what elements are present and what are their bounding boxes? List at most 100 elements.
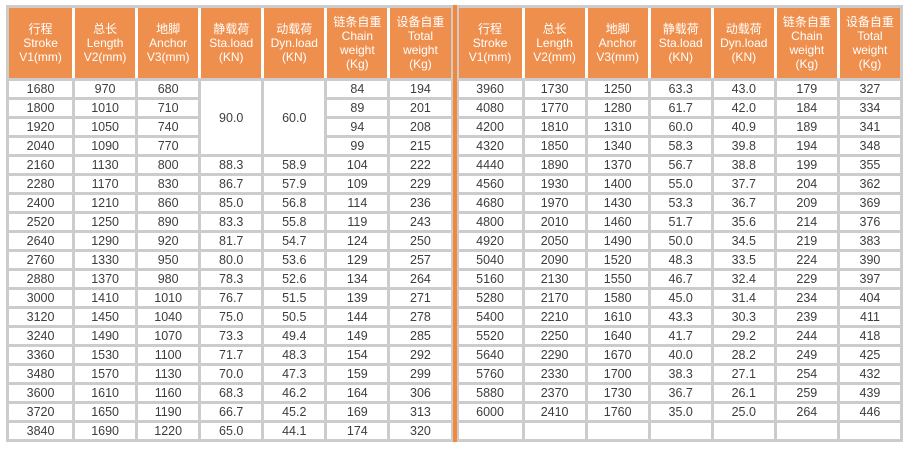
table-cell: 58.3 [647,135,711,154]
table-cell: 1410 [72,287,136,306]
header-line: weight [340,43,375,57]
table-cell: 1010 [72,97,136,116]
header-line: V3(mm) [596,50,639,64]
header-cell-length: 总长 Length V2(mm) [72,8,136,78]
table-cell: 1090 [72,135,136,154]
table-cell: 35.6 [710,211,774,230]
table-cell: 229 [387,173,451,192]
header-line: (Kg) [409,57,432,71]
header-line: Length [536,36,573,50]
table-cell: 194 [773,135,837,154]
table-cell: 890 [135,211,199,230]
table-cell: 2880 [9,268,73,287]
table-cell: 52.6 [261,268,325,287]
table-cell: 43.0 [710,78,774,97]
table-cell: 5040 [458,249,522,268]
table-cell: 86.7 [198,173,262,192]
table-cell: 341 [836,116,900,135]
table-cell: 285 [387,325,451,344]
table-cell: 278 [387,306,451,325]
table-cell [710,420,774,439]
table-cell: 114 [324,192,388,211]
table-row: 4080 1770 1280 61.7 42.0 184 334 [458,97,900,116]
table-cell: 950 [135,249,199,268]
table-cell: 164 [324,382,388,401]
table-cell: 257 [387,249,451,268]
table-cell: 327 [836,78,900,97]
header-cell-anchor: 地脚 Anchor V3(mm) [584,8,648,78]
header-line: 设备自重 [396,15,445,29]
table-cell: 33.5 [710,249,774,268]
table-cell: 159 [324,363,388,382]
table-row: 4200 1810 1310 60.0 40.9 189 341 [458,116,900,135]
table-row: 3360 1530 1100 71.7 48.3 154 292 [9,344,451,363]
header-line: V1(mm) [468,50,512,64]
table-cell: 224 [773,249,837,268]
table-cell: 1040 [135,306,199,325]
table-cell: 1460 [584,211,648,230]
spec-table: 行程 Stroke V1(mm) 总长 Length V2(mm) 地脚 Anchor V3(m… [6,5,903,442]
table-row: 4560 1930 1400 55.0 37.7 204 362 [458,173,900,192]
header-line: 链条自重 [782,15,831,29]
table-cell: 1920 [9,116,73,135]
table-cell: 2050 [521,230,585,249]
table-row: 5880 2370 1730 36.7 26.1 259 439 [458,382,900,401]
table-cell: 1850 [521,135,585,154]
table-cell: 1570 [72,363,136,382]
table-cell: 63.3 [647,78,711,97]
table-cell: 53.3 [647,192,711,211]
table-cell: 154 [324,344,388,363]
table-cell: 5760 [458,363,522,382]
table-cell [647,420,711,439]
table-cell: 830 [135,173,199,192]
table-cell: 446 [836,401,900,420]
table-cell: 1690 [72,420,136,439]
table-cell: 1800 [9,97,73,116]
table-row: 3480 1570 1130 70.0 47.3 159 299 [9,363,451,382]
table-divider [452,5,457,442]
table-cell: 194 [387,78,451,97]
table-cell: 2160 [9,154,73,173]
header-cell-chain-weight: 链条自重 Chain weight (Kg) [773,8,837,78]
table-cell: 1730 [521,78,585,97]
table-row: 4680 1970 1430 53.3 36.7 209 369 [458,192,900,211]
header-line: Anchor [149,36,188,50]
table-cell: 57.9 [261,173,325,192]
header-line: Total [857,29,883,43]
table-cell: 3840 [9,420,73,439]
table-cell: 4080 [458,97,522,116]
table-cell: 4680 [458,192,522,211]
table-cell: 348 [836,135,900,154]
header-line: (Kg) [795,57,819,71]
header-line: (KN) [731,50,757,64]
table-row: 5640 2290 1670 40.0 28.2 249 425 [458,344,900,363]
table-cell: 2040 [9,135,73,154]
header-line: weight [403,43,438,57]
table-cell: 1130 [72,154,136,173]
header-cell-total-weight: 设备自重 Total weight (Kg) [387,8,451,78]
table-cell: 425 [836,344,900,363]
table-cell: 411 [836,306,900,325]
table-cell: 222 [387,154,451,173]
table-cell: 376 [836,211,900,230]
table-cell: 26.1 [710,382,774,401]
table-cell: 383 [836,230,900,249]
table-cell: 259 [773,382,837,401]
table-cell: 184 [773,97,837,116]
table-cell: 149 [324,325,388,344]
table-cell: 1770 [521,97,585,116]
table-cell: 1250 [72,211,136,230]
table-cell: 4320 [458,135,522,154]
table-cell: 299 [387,363,451,382]
header-line: 动载荷 [276,22,313,36]
table-cell: 1330 [72,249,136,268]
table-cell: 320 [387,420,451,439]
table-cell: 1810 [521,116,585,135]
header-line: Total [407,29,434,43]
header-line: V1(mm) [19,50,62,64]
table-cell: 1160 [135,382,199,401]
table-cell: 2250 [521,325,585,344]
table-cell: 970 [72,78,136,97]
table-row [458,420,900,439]
table-cell: 1610 [584,306,648,325]
